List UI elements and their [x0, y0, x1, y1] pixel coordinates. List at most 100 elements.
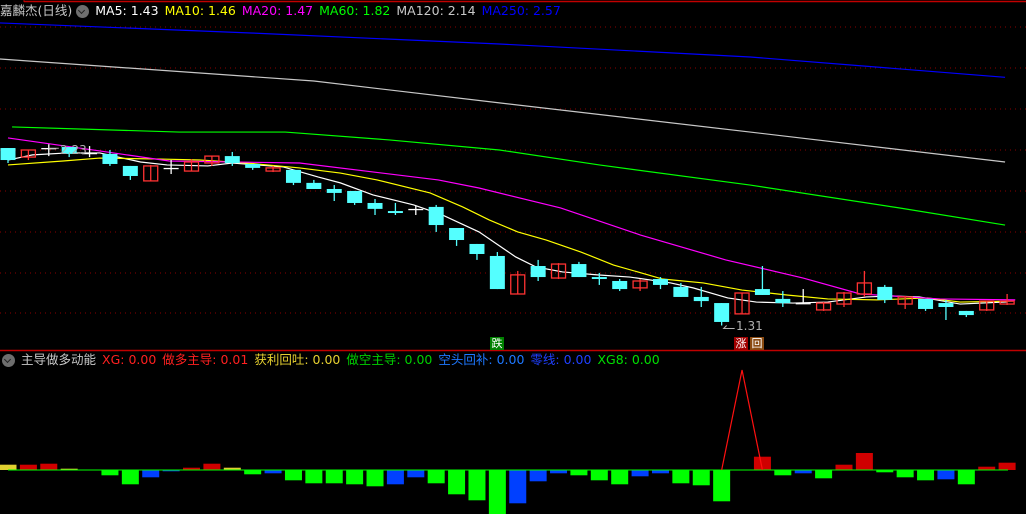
candle [408, 205, 424, 215]
indicator-bar [937, 470, 955, 480]
candle [183, 159, 200, 172]
candle [449, 227, 465, 246]
short-dominant-value: 做空主导: 0.00 [346, 352, 433, 367]
candle-body [387, 211, 403, 214]
candle-body [20, 149, 37, 158]
candle-body [469, 243, 485, 254]
candle-body [775, 298, 791, 304]
ma5-value: MA5: 1.43 [95, 3, 159, 18]
candle [795, 289, 811, 305]
indicator-bar [468, 470, 486, 501]
candle-body [938, 303, 954, 307]
profit-taking-value: 获利回吐: 0.00 [254, 352, 341, 367]
signal-zhang-label: 涨 [734, 337, 748, 350]
indicator-bar [529, 470, 547, 482]
indicator-bar [631, 470, 649, 477]
indicator-bar [570, 470, 588, 476]
candle-body [102, 153, 118, 164]
candle-body [673, 286, 689, 297]
indicator-bar [753, 456, 771, 470]
indicator-bar [183, 467, 201, 470]
candle-body [856, 282, 873, 295]
candle [856, 270, 873, 297]
indicator-bar [794, 470, 812, 474]
candle [612, 279, 628, 292]
candle [143, 164, 159, 182]
indicator-bar [142, 470, 160, 478]
indicator-bar [590, 470, 608, 481]
candle [20, 149, 37, 161]
candle [979, 300, 995, 311]
indicator-bar [713, 470, 731, 502]
chevron-down-icon[interactable] [2, 353, 15, 367]
xg8-value: XG8: 0.00 [597, 352, 660, 367]
indicator-bar [692, 470, 710, 486]
indicator-bar [815, 470, 833, 479]
indicator-bar [203, 463, 221, 470]
candle [387, 202, 403, 215]
candle [306, 179, 322, 189]
indicator-bar [774, 470, 792, 476]
candle-body [877, 286, 893, 300]
candle [632, 279, 648, 292]
candle [489, 252, 505, 290]
candle-body [815, 302, 832, 311]
indicator-bar [876, 470, 894, 473]
candle [102, 149, 118, 166]
candle-body [143, 165, 159, 182]
chevron-down-icon[interactable] [76, 4, 90, 18]
price-gridlines [0, 0, 1026, 352]
ma60-value: MA60: 1.82 [319, 3, 391, 18]
candle [469, 243, 485, 260]
ma60-line [12, 126, 1006, 226]
candle [938, 299, 954, 320]
candle-body [408, 208, 424, 211]
indicator-bar [162, 470, 180, 472]
candle-body [999, 300, 1015, 305]
indicator-bar [223, 467, 241, 470]
main-chart-header: 嘉麟杰(日线) MA5: 1.43 MA10: 1.46 MA20: 1.47 … [0, 3, 567, 19]
candle-body [0, 148, 16, 161]
candle-body [347, 190, 363, 203]
candle-body [61, 147, 77, 154]
low-price-label: 1.31 [736, 319, 763, 333]
candle-body [224, 156, 240, 163]
ma5-line [7, 152, 1008, 305]
indicator-bar [0, 464, 17, 470]
candle-body [163, 167, 179, 170]
signal-hui-label: 回 [750, 337, 764, 350]
candle [265, 165, 281, 173]
candle-body [82, 152, 98, 155]
candle-body [306, 182, 322, 189]
long-dominant-value: 做多主导: 0.01 [162, 352, 249, 367]
indicator-bar [427, 470, 445, 484]
candle-body [449, 227, 465, 241]
candle [82, 146, 98, 158]
indicator-bar [19, 464, 37, 470]
candle [245, 163, 261, 170]
candle-body [326, 188, 342, 193]
indicator-bar [407, 470, 425, 478]
candle-body [428, 206, 444, 226]
indicator-bar [917, 470, 935, 481]
candle [326, 185, 342, 202]
candle-body [183, 161, 200, 172]
candle [510, 270, 526, 295]
moving-average-lines [0, 22, 1016, 305]
indicator-bar [346, 470, 364, 485]
candle [815, 302, 832, 311]
candle-body [918, 298, 934, 309]
candle-body [489, 255, 505, 290]
short-cover-value: 空头回补: 0.00 [438, 352, 525, 367]
ma10-value: MA10: 1.46 [164, 3, 236, 18]
indicator-bar [550, 470, 568, 474]
candle-body [714, 303, 730, 322]
indicator-bar [488, 470, 506, 514]
candle-body [958, 310, 974, 316]
ma250-line [0, 22, 1006, 78]
candle-body [795, 303, 811, 305]
indicator-bars [0, 369, 1016, 514]
candle [877, 284, 893, 304]
indicator-bar [60, 468, 78, 470]
